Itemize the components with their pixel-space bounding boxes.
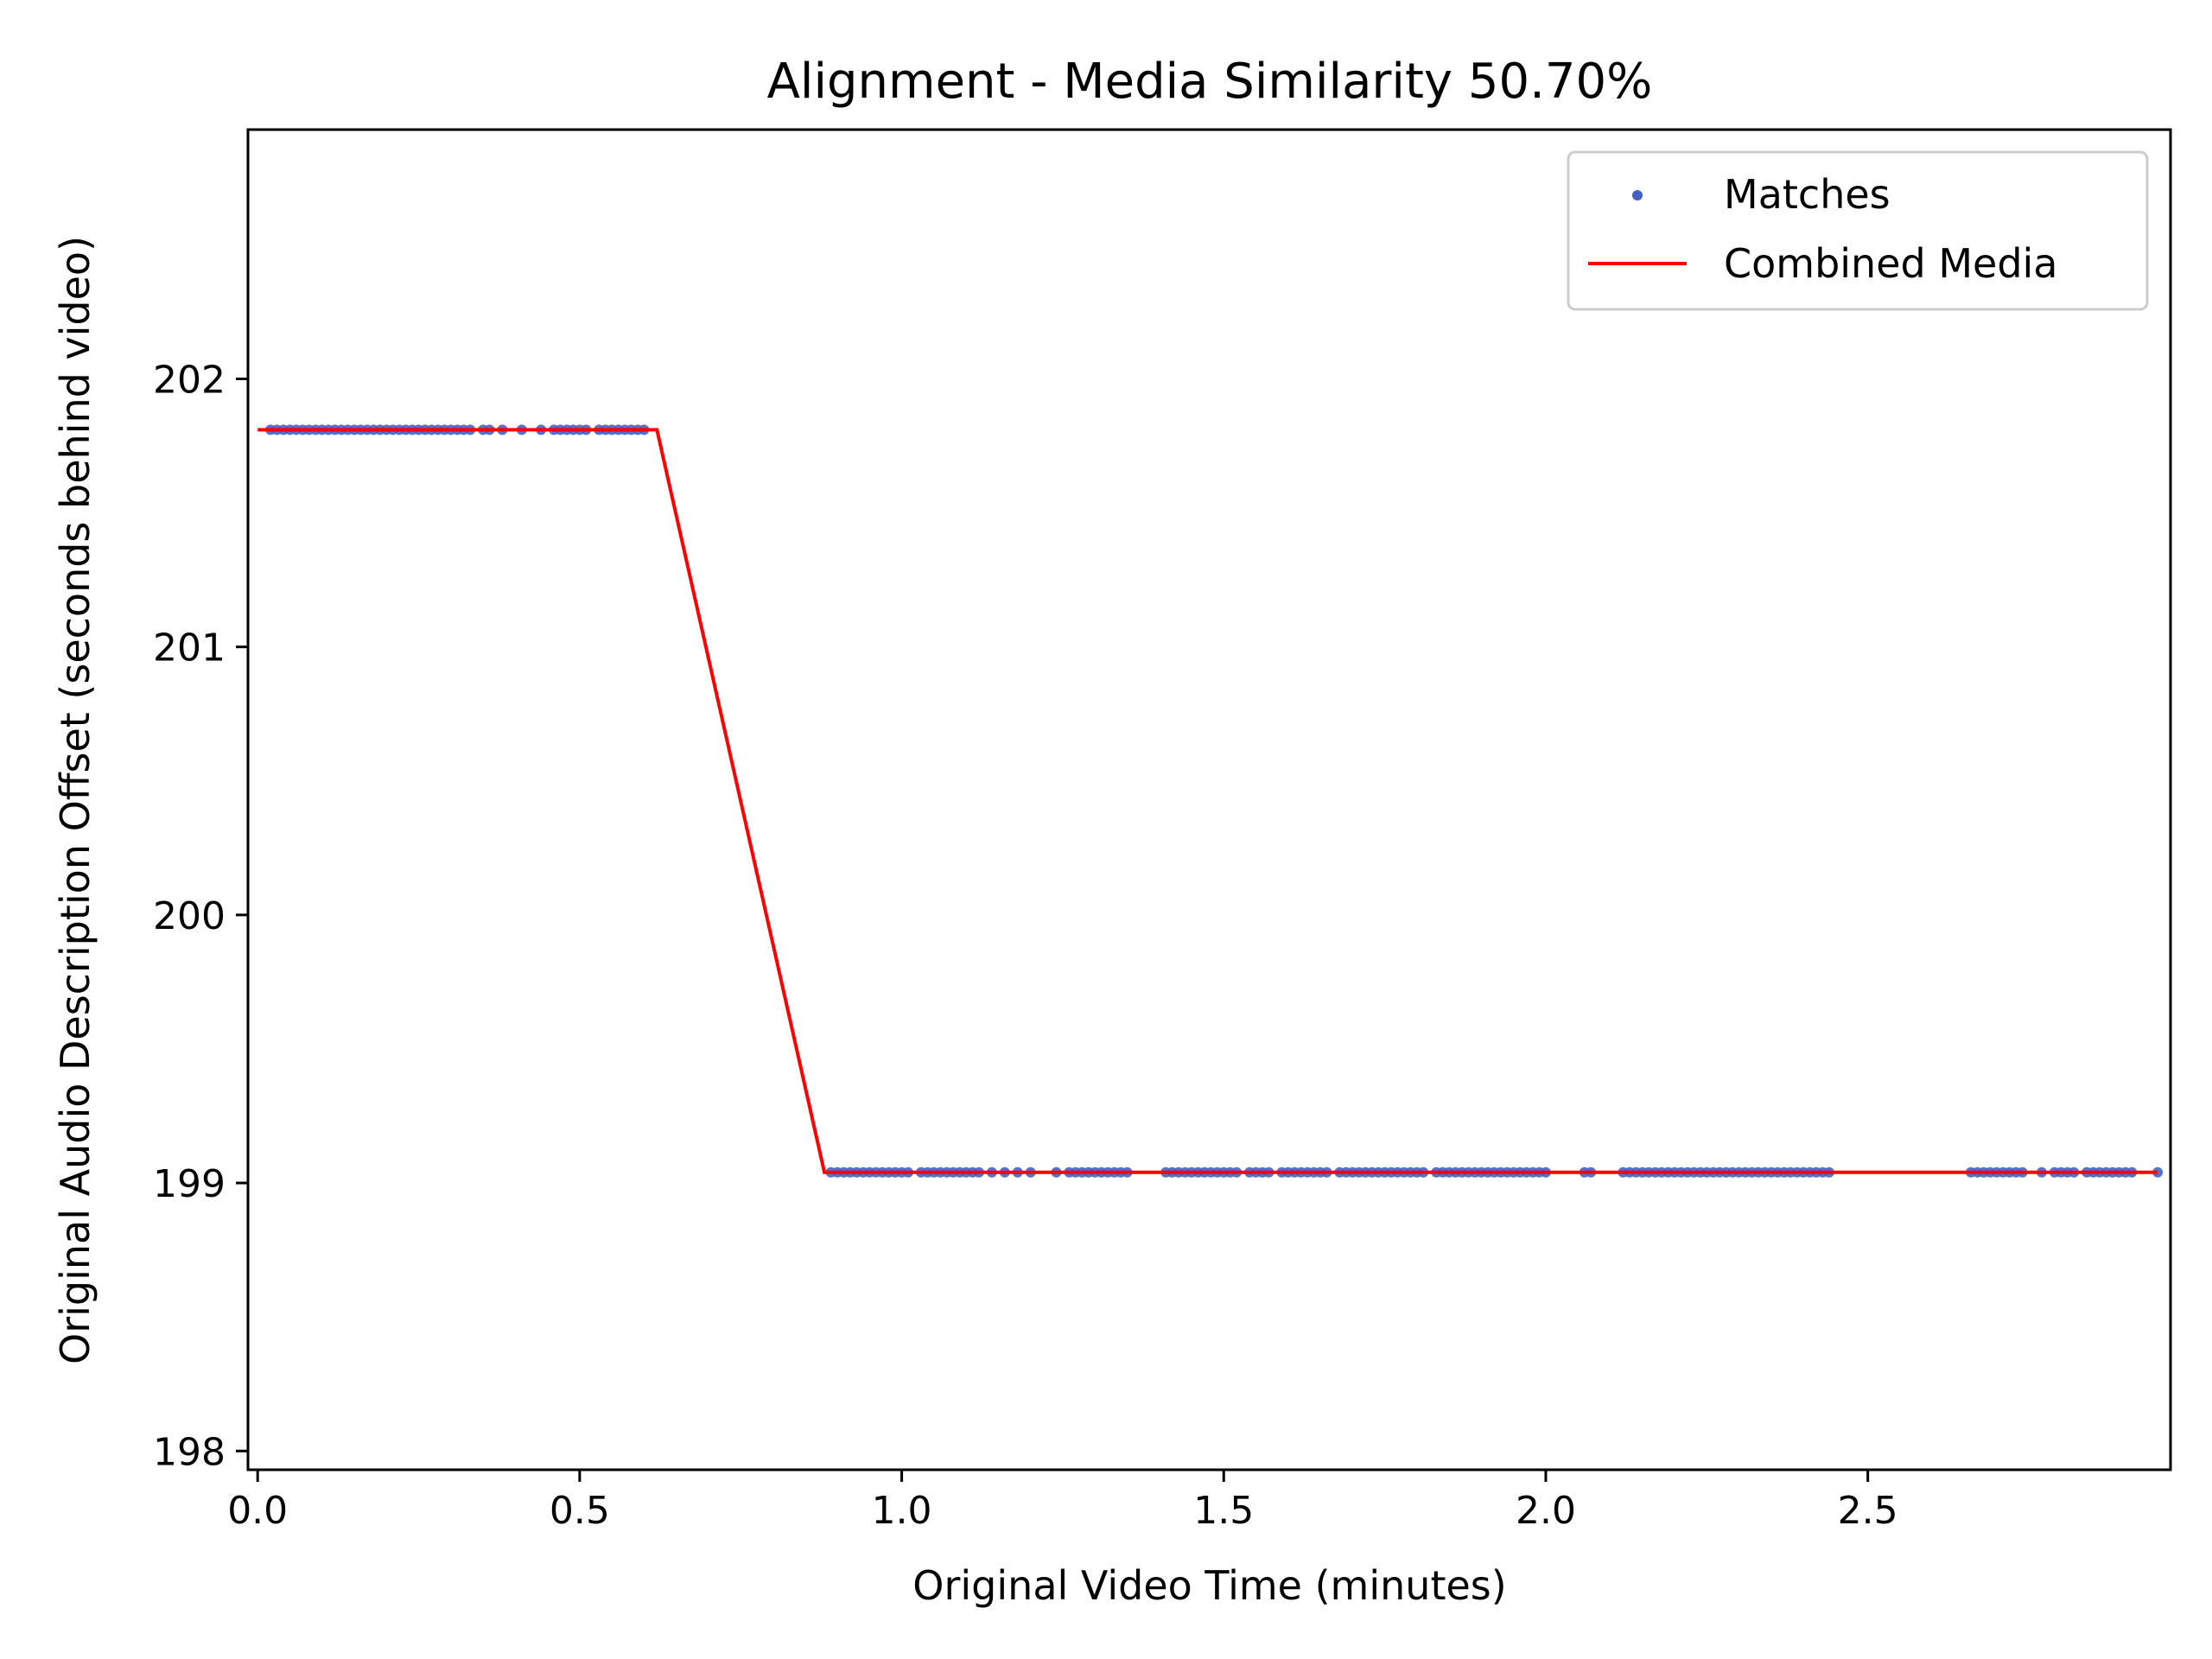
y-tick-label: 200: [153, 894, 226, 938]
x-tick-label: 2.5: [1838, 1489, 1898, 1533]
legend-box: [1567, 150, 2149, 311]
x-tick-label: 1.0: [872, 1489, 932, 1533]
x-axis-label: Original Video Time (minutes): [912, 1562, 1506, 1609]
y-tick-label: 198: [153, 1430, 226, 1474]
combined-media-line: [257, 428, 2158, 1174]
y-tick-label: 202: [153, 358, 226, 402]
x-tick-label: 1.5: [1193, 1489, 1254, 1533]
chart-title: Alignment - Media Similarity 50.70%: [767, 54, 1653, 110]
chart-marks: [257, 424, 2164, 1178]
y-tick-label: 199: [153, 1162, 226, 1206]
y-tick-label: 201: [153, 626, 226, 671]
plot-frame: [246, 128, 2172, 1471]
chart-axes: 0.0 0.5 1.0 1.5 2.0 2.5 198 199 200 201 202: [153, 358, 1898, 1533]
legend: Matches Combined Media: [1567, 150, 2149, 311]
y-axis-label: Original Audio Description Offset (secon…: [52, 236, 99, 1364]
legend-label-matches: Matches: [1724, 171, 1891, 218]
legend-label-combined-media: Combined Media: [1724, 240, 2058, 287]
x-tick-label: 2.0: [1516, 1489, 1576, 1533]
x-tick-label: 0.0: [227, 1489, 288, 1533]
legend-marker-matches: [1632, 190, 1643, 200]
x-tick-label: 0.5: [550, 1489, 610, 1533]
